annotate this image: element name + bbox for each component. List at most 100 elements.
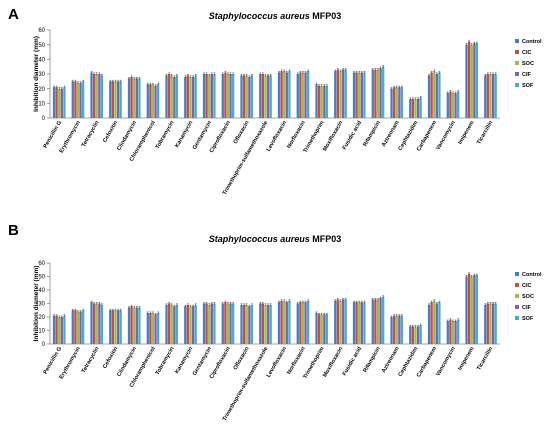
bar (419, 97, 422, 118)
bar (374, 69, 377, 118)
bar (90, 72, 93, 118)
bar-chart-a: 0 10 20 30 40 50 60 Inhibition diameter (mm) Pen… (33, 28, 542, 196)
x-tick-label: Levofloxacin (266, 120, 289, 153)
y-tick-label: 20 (38, 315, 45, 321)
bar (205, 303, 208, 344)
chart-title-strain: MFP03 (312, 234, 342, 244)
bar (486, 303, 490, 344)
bar (416, 98, 420, 118)
legend-label: SOC (522, 294, 534, 300)
bar (191, 306, 195, 344)
bar (317, 314, 321, 344)
bar (149, 84, 152, 118)
bar (392, 315, 396, 344)
bar (74, 81, 77, 118)
bar (400, 87, 404, 118)
y-tick-label: 40 (38, 288, 45, 294)
legend-swatch (515, 305, 519, 309)
bar (55, 87, 58, 118)
bar (382, 296, 385, 344)
y-axis-label: Inhibition diameter (mm) (33, 266, 40, 342)
bar (63, 315, 66, 344)
bar (304, 302, 307, 344)
y-tick-label: 60 (38, 261, 45, 267)
x-tick-label: Vancomycin (435, 120, 457, 152)
x-tick-label: Aztreonam (381, 120, 401, 148)
bar (138, 307, 141, 344)
bar (116, 310, 120, 344)
bar (261, 303, 265, 344)
bar (229, 74, 232, 118)
bar (119, 310, 122, 344)
bar (475, 275, 479, 344)
legend-swatch (515, 61, 519, 65)
bar (165, 304, 168, 344)
legend-swatch (515, 272, 519, 276)
bar (339, 71, 342, 118)
bar (90, 302, 93, 344)
bar (114, 310, 117, 344)
bar (363, 72, 366, 118)
bar (109, 310, 112, 344)
bar (358, 72, 361, 118)
legend-label: Control (522, 39, 542, 45)
x-tick-label: Ciprofloxacin (209, 346, 232, 380)
bar (55, 315, 58, 344)
bar (283, 300, 286, 344)
bar (467, 273, 471, 344)
chart-title-species: Staphylococcus aureus (208, 11, 310, 21)
y-tick-label: 50 (38, 43, 45, 49)
bar (307, 71, 310, 118)
bar (157, 84, 160, 118)
bar (467, 41, 471, 118)
x-tick-label: Tetracyclin (81, 345, 101, 374)
bar (194, 75, 197, 118)
legend-label: SOF (522, 316, 534, 322)
bar (146, 84, 149, 118)
bar (301, 302, 305, 344)
y-tick-label: 30 (38, 302, 45, 308)
bar (242, 304, 246, 344)
bar (489, 74, 492, 118)
bar (151, 84, 155, 118)
bar (202, 303, 206, 344)
bar (213, 303, 216, 344)
y-tick-label: 0 (42, 116, 46, 122)
x-tick-label: Ticarcillin (476, 119, 494, 145)
bar (341, 69, 345, 118)
bar (320, 85, 323, 118)
bar (154, 314, 157, 344)
bar (240, 304, 243, 344)
legend-swatch (515, 316, 519, 320)
bar (213, 74, 216, 118)
bar (352, 72, 356, 118)
bar (109, 81, 112, 118)
y-tick-label: 30 (38, 72, 45, 78)
bar (76, 82, 80, 118)
x-tick-label: Imipenem (457, 346, 475, 372)
bar (325, 85, 329, 118)
bar (100, 304, 104, 344)
bar (475, 43, 479, 119)
y-tick-label: 50 (38, 275, 45, 281)
bar (325, 314, 329, 344)
x-tick-label: Tobramycin (155, 120, 176, 151)
bar (189, 306, 192, 344)
bar (344, 299, 347, 344)
bar (202, 74, 206, 118)
bar (484, 304, 487, 344)
bar (390, 88, 393, 118)
bar (299, 72, 302, 118)
bar (127, 307, 131, 344)
bar (288, 71, 291, 118)
bar (224, 302, 227, 344)
bar (376, 69, 380, 118)
bar (92, 74, 96, 118)
bar (398, 87, 401, 118)
bar (355, 302, 358, 344)
bar (376, 299, 380, 344)
bar (63, 87, 66, 118)
bar (400, 315, 404, 344)
x-tick-label: Imipenem (457, 120, 475, 146)
chart-title-strain: MFP03 (312, 11, 342, 21)
